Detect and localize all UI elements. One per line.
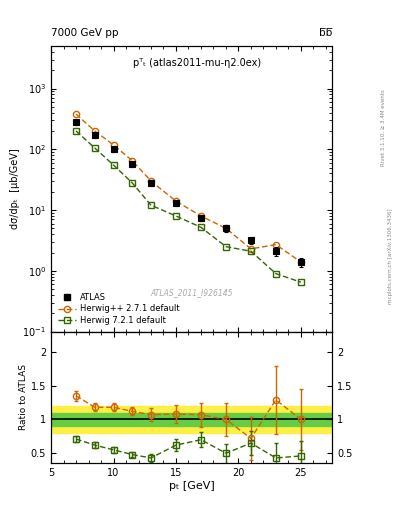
Bar <box>51 413 332 426</box>
Text: pᵀₜ (atlas2011-mu-η2.0ex): pᵀₜ (atlas2011-mu-η2.0ex) <box>133 57 261 68</box>
Legend: ATLAS, Herwig++ 2.7.1 default, Herwig 7.2.1 default: ATLAS, Herwig++ 2.7.1 default, Herwig 7.… <box>55 290 182 327</box>
Y-axis label: Ratio to ATLAS: Ratio to ATLAS <box>19 365 28 431</box>
Text: b̅b̅: b̅b̅ <box>319 28 332 38</box>
Bar <box>51 406 332 433</box>
Y-axis label: dσ/dpₜ  [μb/GeV]: dσ/dpₜ [μb/GeV] <box>9 148 20 229</box>
Text: ATLAS_2011_I926145: ATLAS_2011_I926145 <box>151 288 233 297</box>
X-axis label: pₜ [GeV]: pₜ [GeV] <box>169 481 215 491</box>
Text: mcplots.cern.ch [arXiv:1306.3436]: mcplots.cern.ch [arXiv:1306.3436] <box>388 208 393 304</box>
Text: 7000 GeV pp: 7000 GeV pp <box>51 28 119 38</box>
Text: Rivet 3.1.10, ≥ 3.4M events: Rivet 3.1.10, ≥ 3.4M events <box>381 90 386 166</box>
